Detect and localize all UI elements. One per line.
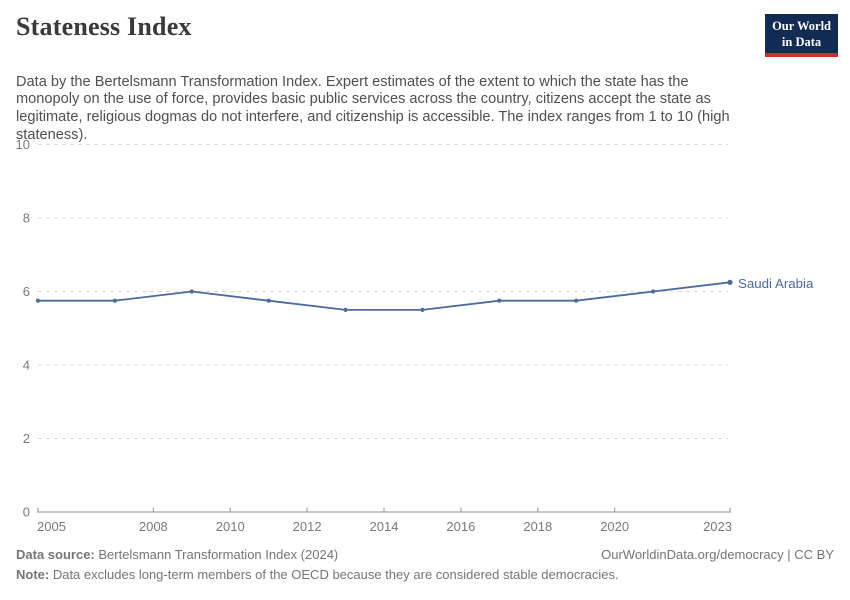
x-tick-label: 2020 bbox=[600, 519, 629, 534]
x-tick-label: 2014 bbox=[370, 519, 399, 534]
data-point bbox=[266, 298, 271, 303]
page-title: Stateness Index bbox=[16, 12, 192, 41]
series-label-saudi-arabia[interactable]: Saudi Arabia bbox=[738, 276, 814, 291]
y-tick-label: 8 bbox=[23, 211, 30, 226]
data-point bbox=[112, 298, 117, 303]
data-source-label: Data source: bbox=[16, 547, 95, 562]
x-tick-label: 2012 bbox=[293, 519, 322, 534]
owid-link[interactable]: OurWorldinData.org/democracy | CC BY bbox=[601, 547, 834, 562]
note-line: Note: Data excludes long-term members of… bbox=[16, 567, 619, 583]
x-tick-label: 2016 bbox=[446, 519, 475, 534]
y-tick-label: 10 bbox=[16, 137, 30, 152]
owid-logo-line2: in Data bbox=[781, 34, 822, 49]
data-source-value: Bertelsmann Transformation Index (2024) bbox=[94, 547, 339, 562]
data-point bbox=[574, 298, 579, 303]
owid-logo-line1: Our World bbox=[772, 19, 831, 33]
data-point bbox=[727, 279, 733, 285]
y-tick-label: 4 bbox=[23, 358, 30, 373]
series-line bbox=[38, 281, 731, 311]
x-tick-label: 2023 bbox=[703, 519, 732, 534]
owid-logo[interactable]: Our World in Data bbox=[765, 14, 838, 58]
data-point bbox=[343, 307, 348, 312]
data-point bbox=[420, 307, 425, 312]
y-tick-label: 0 bbox=[23, 505, 30, 520]
x-tick-label: 2008 bbox=[139, 519, 168, 534]
data-point bbox=[35, 298, 41, 303]
x-tick-label: 2018 bbox=[523, 519, 552, 534]
y-tick-label: 6 bbox=[23, 284, 30, 299]
data-point bbox=[497, 298, 502, 303]
x-tick-label: 2010 bbox=[216, 519, 245, 534]
note-value: Data excludes long-term members of the O… bbox=[49, 567, 619, 582]
y-tick-label: 2 bbox=[23, 431, 30, 446]
chart-subtitle: Data by the Bertelsmann Transformation I… bbox=[16, 73, 730, 143]
data-source-line: Data source: Bertelsmann Transformation … bbox=[16, 547, 338, 563]
x-tick-label: 2005 bbox=[37, 519, 66, 534]
note-label: Note: bbox=[16, 567, 50, 582]
data-point bbox=[651, 289, 656, 294]
data-point bbox=[189, 289, 194, 294]
